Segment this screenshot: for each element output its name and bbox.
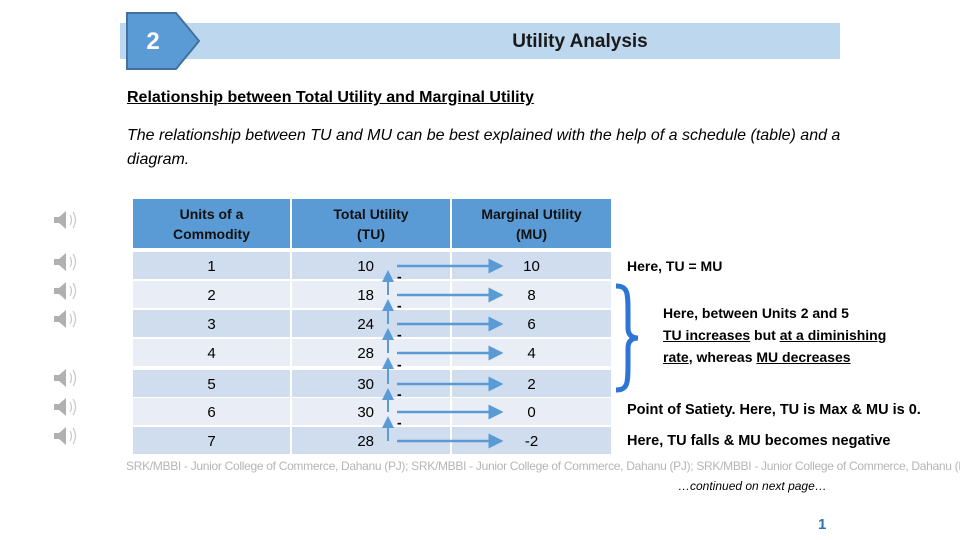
note-text: but [750,327,780,343]
section-heading: Relationship between Total Utility and M… [127,89,534,106]
cell-tu: 30 [292,398,450,425]
speaker-icon[interactable] [52,366,82,390]
cell-value: 10 [357,258,374,275]
cell-value: 18 [357,287,374,304]
cell-value: 2 [207,287,216,304]
slide-title: Utility Analysis [512,31,648,52]
intro-text: The relationship between TU and MU can b… [127,127,841,168]
continued-note: …continued on next page… [678,479,827,493]
note-text: , whereas [688,349,757,365]
cell-units: 4 [133,339,290,366]
cell-value: 7 [207,433,216,450]
cell-value: 6 [207,404,216,421]
cell-units: 7 [133,427,290,454]
speaker-icon[interactable] [52,307,82,331]
cell-value: 1 [207,258,216,275]
cell-value: 10 [523,258,540,275]
column-header-units: Units of a Commodity [133,199,290,248]
note-emphasis: at a diminishing [779,327,887,343]
speaker-icon[interactable] [52,424,82,448]
cell-value: 5 [207,376,216,393]
column-header-tu: Total Utility (TU) [292,199,450,248]
cell-value: 30 [357,376,374,393]
cell-units: 6 [133,398,290,425]
speaker-icon[interactable] [52,279,82,303]
cell-value: 24 [357,316,374,333]
cell-units: 5 [133,370,290,397]
cell-value: 0 [527,404,536,421]
cell-value: 2 [527,376,536,393]
note-emphasis: TU increases [663,327,751,343]
cell-value: 28 [357,345,374,362]
cell-value: -2 [524,433,539,450]
speaker-icon[interactable] [52,250,82,274]
page-number: 1 [818,516,827,533]
column-header-mu: Marginal Utility (MU) [452,199,611,248]
note-diminishing-rate: Here, between Units 2 and 5 TU increases… [663,302,943,368]
speaker-icon[interactable] [52,208,82,232]
section-badge: 2 [126,12,200,70]
minus-sign: - [397,386,402,402]
minus-sign: - [397,298,402,314]
minus-sign: - [397,415,402,431]
cell-value: 4 [527,345,536,362]
note-emphasis: MU decreases [756,349,851,365]
note-line: Here, between Units 2 and 5 [663,305,849,321]
brace-icon [615,283,639,393]
minus-sign: - [397,357,402,373]
note-negative-mu: Here, TU falls & MU becomes negative [627,433,891,449]
cell-value: 4 [207,345,216,362]
cell-value: 28 [357,433,374,450]
cell-value: 30 [357,404,374,421]
section-number: 2 [146,28,160,55]
cell-units: 2 [133,281,290,308]
cell-value: 6 [527,316,536,333]
speaker-icon[interactable] [52,395,82,419]
cell-units: 3 [133,310,290,337]
minus-sign: - [397,269,402,285]
note-emphasis: rate [663,349,689,365]
header-bar: Utility Analysis [120,23,840,59]
minus-sign: - [397,327,402,343]
cell-value: 8 [527,287,536,304]
footer-credit: SRK/MBBI - Junior College of Commerce, D… [126,459,960,473]
note-point-of-satiety: Point of Satiety. Here, TU is Max & MU i… [627,402,921,418]
note-tu-equals-mu: Here, TU = MU [627,258,723,274]
cell-value: 3 [207,316,216,333]
cell-units: 1 [133,252,290,279]
tu-mu-arrows: - - - - - - [382,258,504,449]
